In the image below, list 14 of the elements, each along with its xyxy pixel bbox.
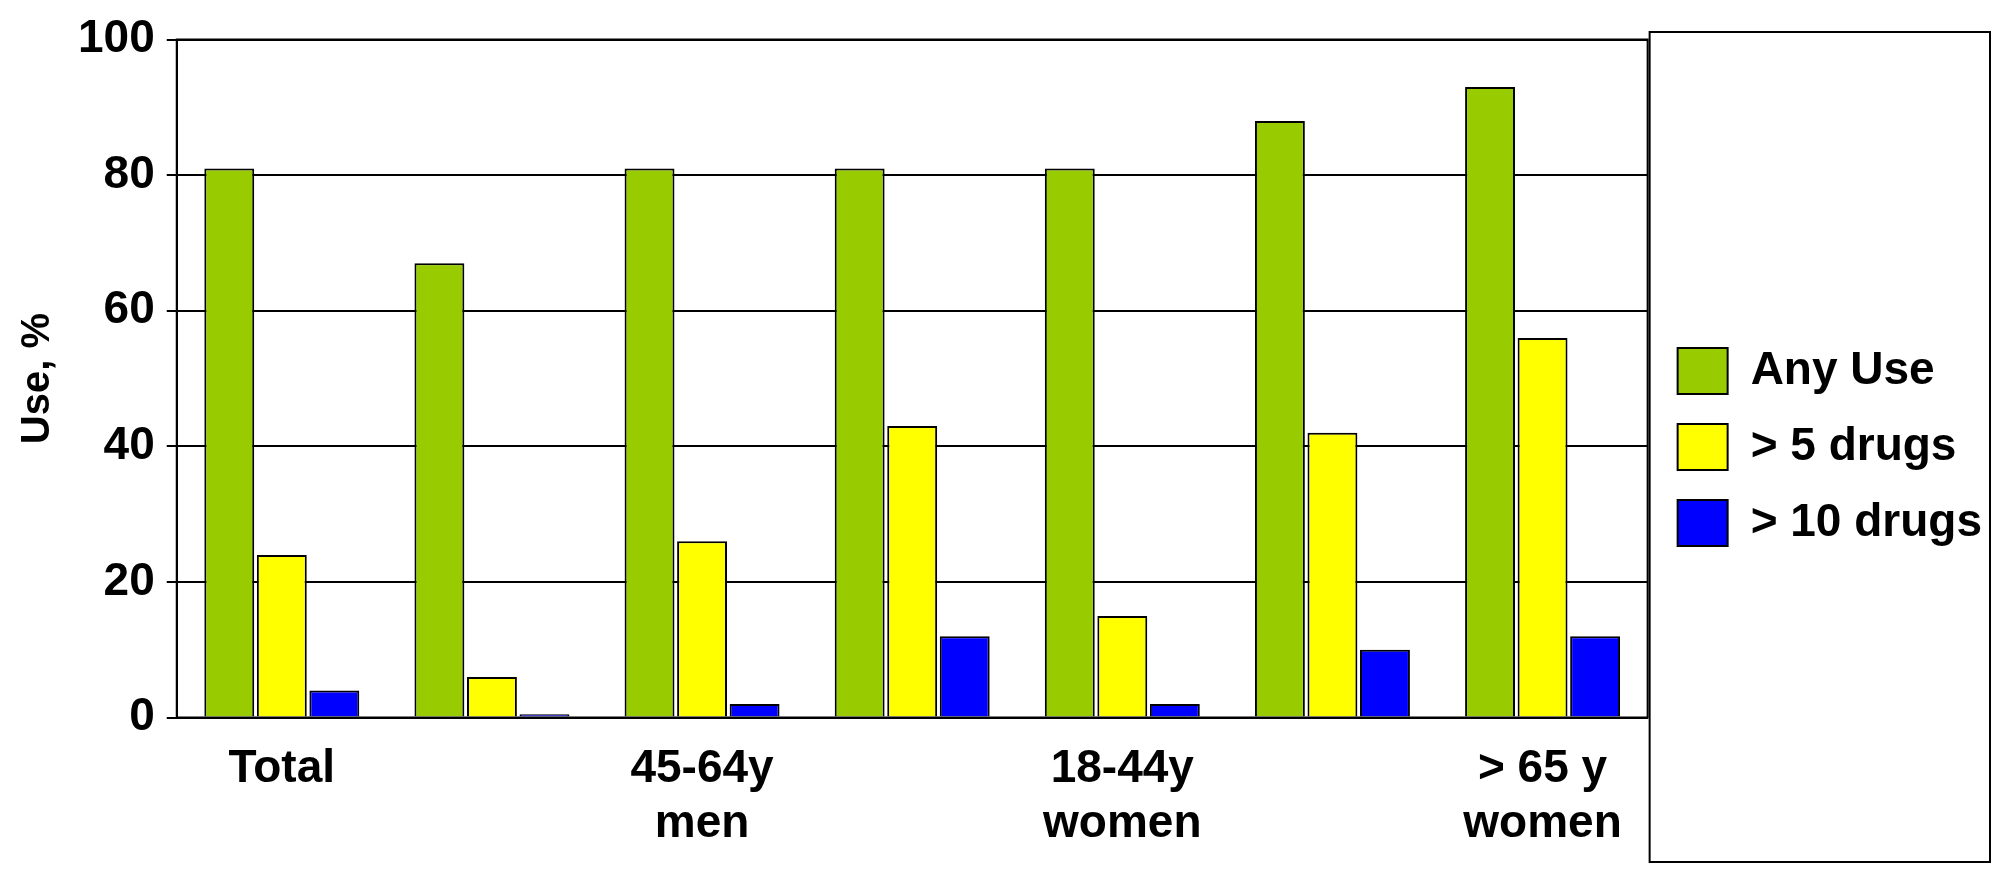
legend-label: Any Use [1750,341,1935,394]
y-tick-label: 80 [103,145,155,198]
x-tick-label: Total [228,739,336,792]
y-tick-label: 0 [129,688,155,741]
legend-label: > 5 drugs [1750,417,1957,470]
y-tick-label: 60 [103,281,155,334]
y-tick-label: 40 [103,417,155,470]
x-tick-label: 18-44y women [1042,739,1202,848]
x-tick-label: 45-64y men [630,739,775,848]
x-tick-label: > 65 y women [1462,739,1622,848]
y-tick-label: 100 [78,10,155,63]
y-axis-title: Use, % [13,313,58,445]
legend-label: > 10 drugs [1750,493,1982,546]
y-tick-label: 20 [103,552,155,605]
